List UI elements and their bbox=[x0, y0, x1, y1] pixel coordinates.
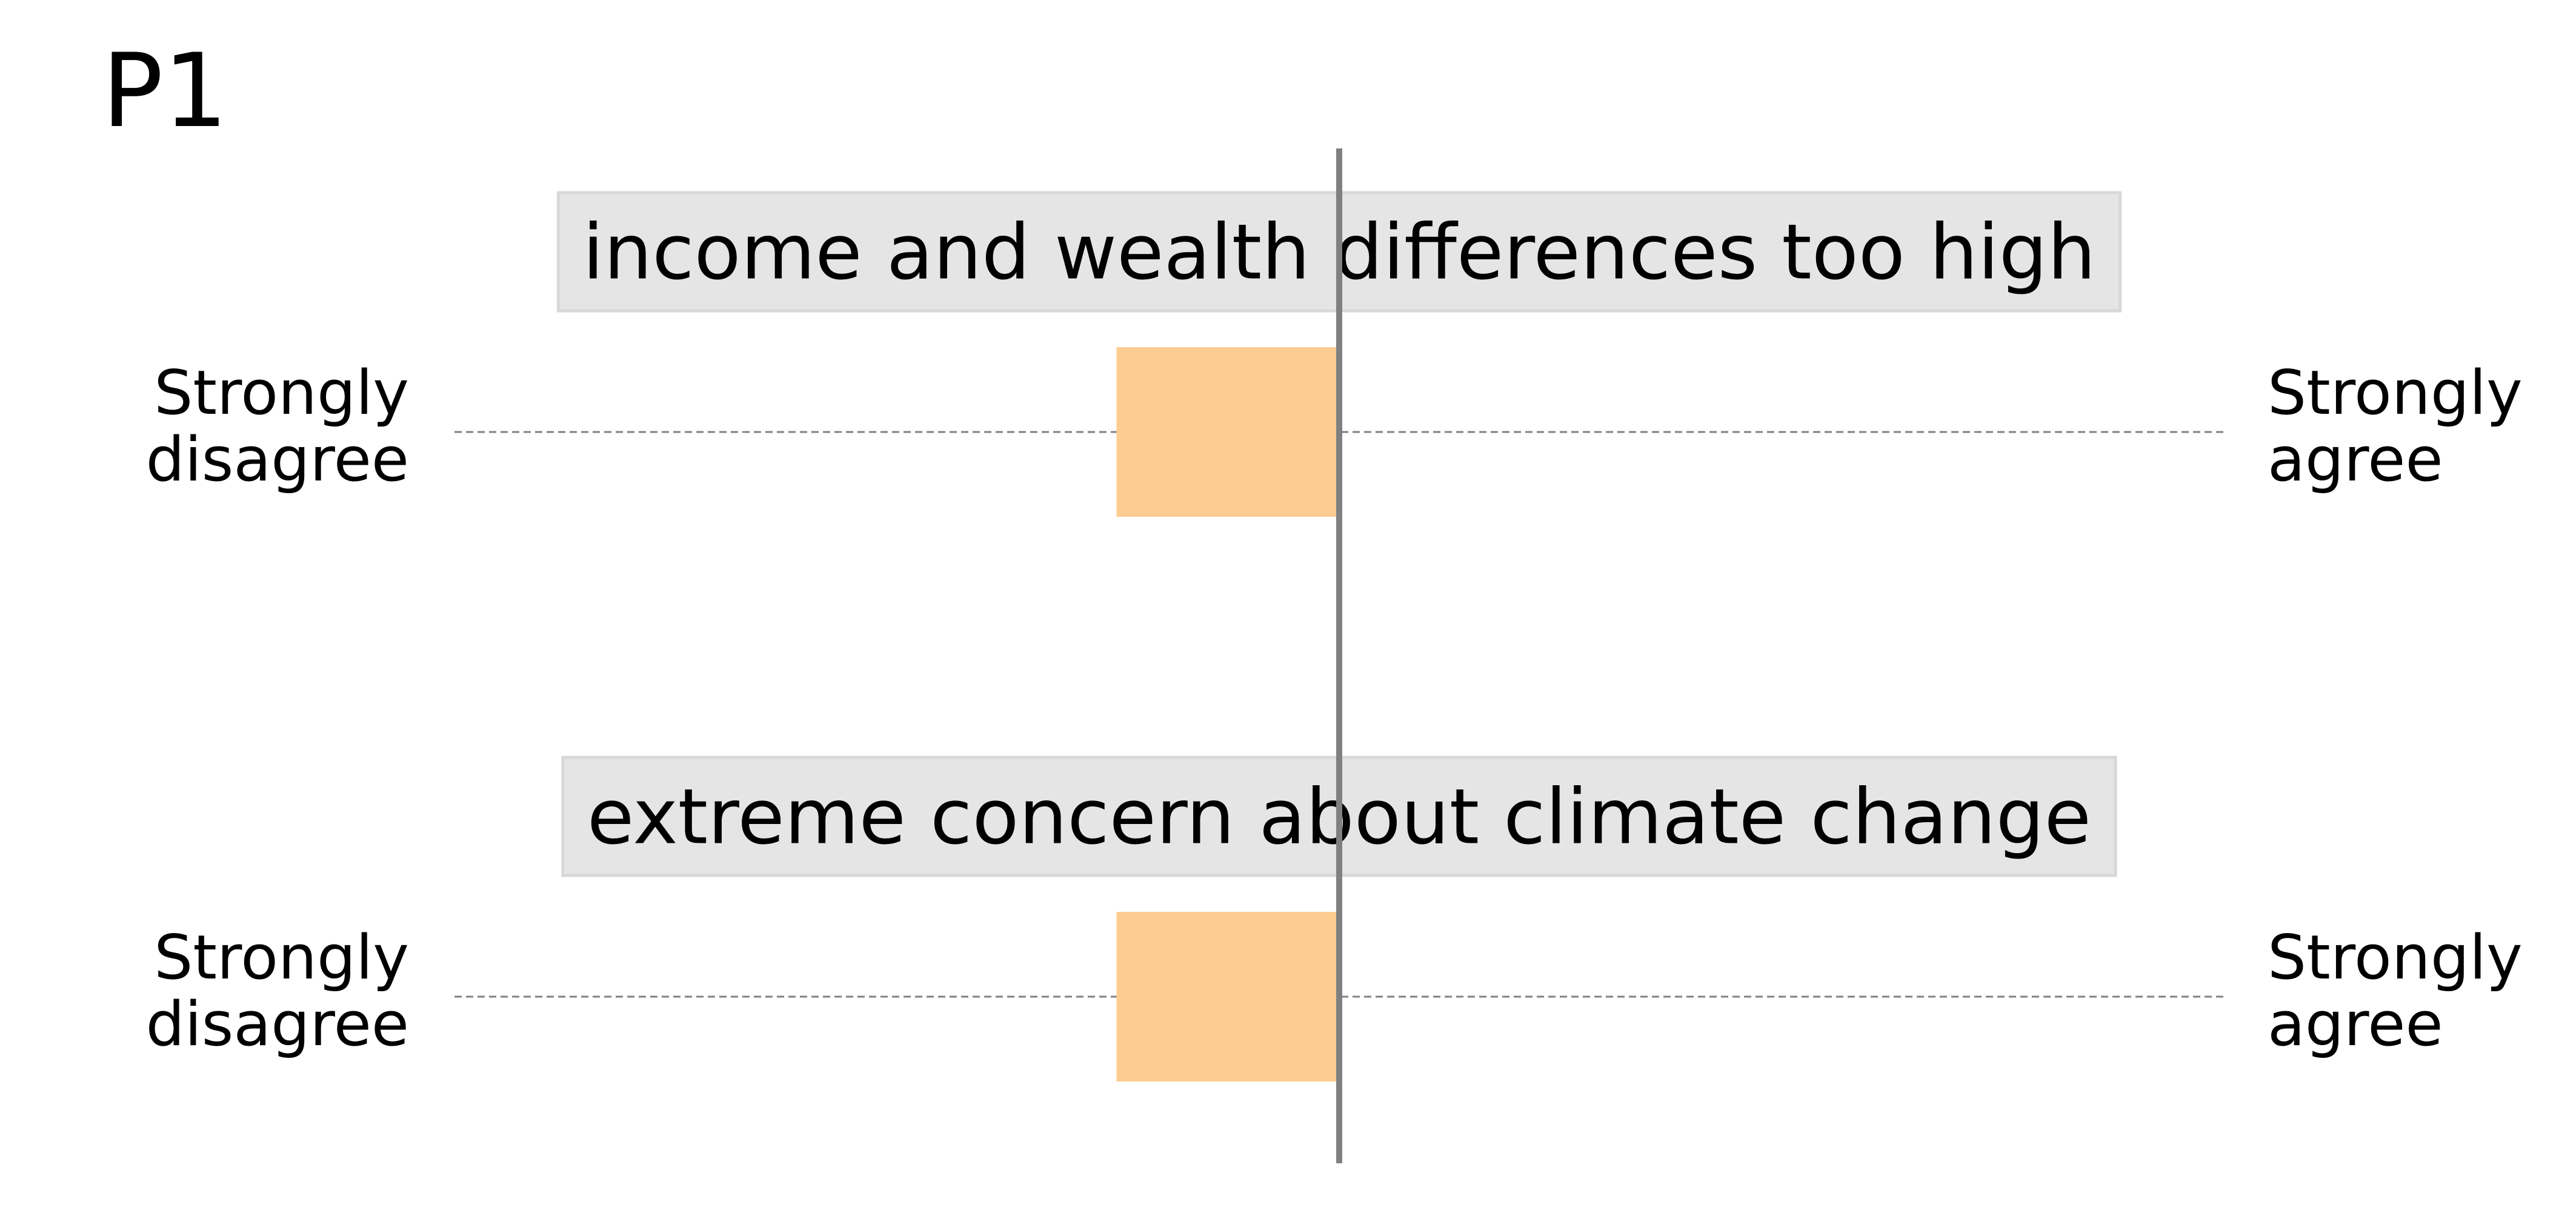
bar bbox=[1116, 347, 1339, 517]
scale-right-label: Strongly agree bbox=[2268, 922, 2523, 1060]
panel-label: P1 bbox=[102, 32, 228, 150]
scale-left-label: Strongly disagree bbox=[146, 922, 409, 1060]
scale-left-label: Strongly disagree bbox=[146, 357, 409, 495]
scale-right-label: Strongly agree bbox=[2268, 357, 2523, 495]
chart-rows: income and wealth differences too highSt… bbox=[146, 191, 2523, 1081]
bar bbox=[1116, 912, 1339, 1081]
